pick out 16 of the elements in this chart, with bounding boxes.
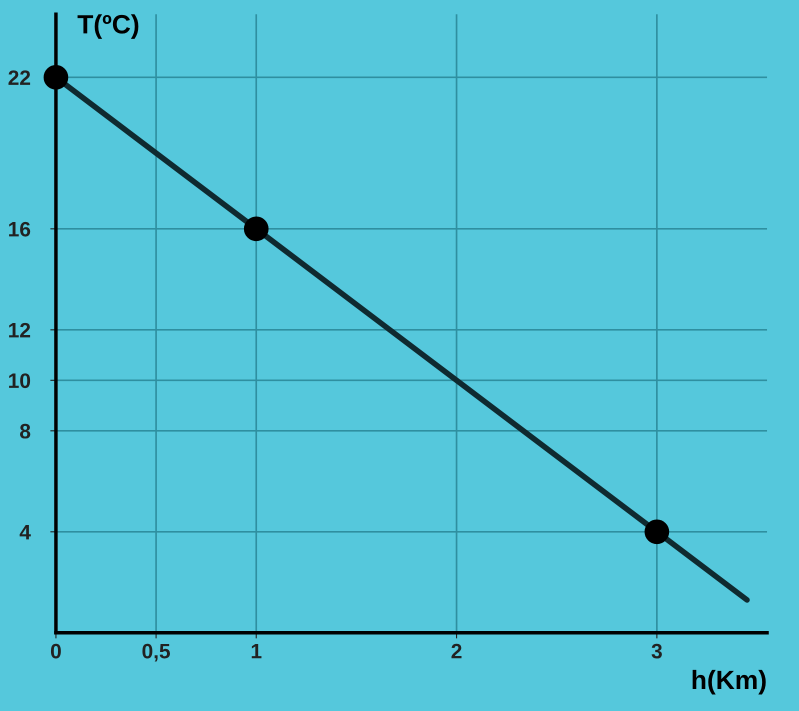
y-axis-title: T(ºC): [78, 14, 138, 39]
point: [644, 519, 670, 544]
y-tick-label: 8: [20, 424, 30, 439]
y-tick-label: 22: [8, 70, 30, 85]
y-tick-label: 10: [9, 373, 30, 388]
y-tick-label: 4: [20, 525, 31, 540]
x-tick-label: 1: [252, 644, 262, 658]
x-axis-title: h(Km): [692, 670, 766, 695]
x-tick-label: 2: [451, 644, 462, 658]
x-tick-label: 3: [652, 644, 662, 659]
point: [44, 65, 68, 90]
y-tick-label: 16: [9, 222, 30, 237]
x-tick-label: 0: [50, 644, 61, 659]
point: [244, 216, 269, 242]
y-tick-label: 12: [9, 322, 30, 338]
x-tick-label: 0,5: [142, 644, 170, 662]
